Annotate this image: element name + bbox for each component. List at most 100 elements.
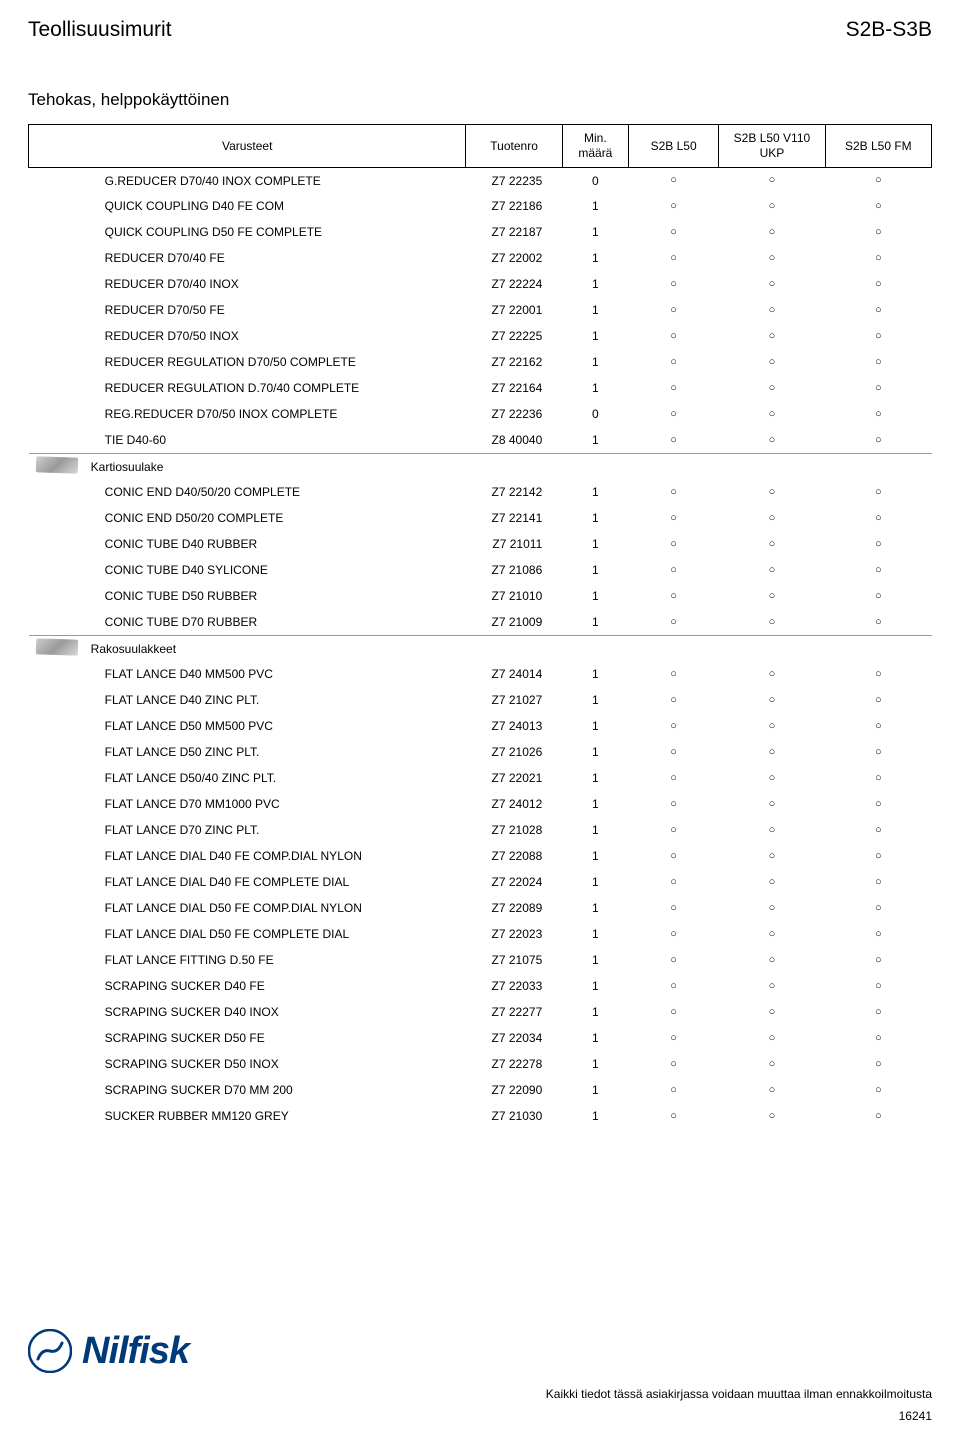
- row-mark: ○: [628, 532, 718, 558]
- group-label: Kartiosuulake: [85, 454, 932, 480]
- row-name: FLAT LANCE D70 MM1000 PVC: [85, 792, 466, 818]
- row-name: REDUCER D70/50 FE: [85, 298, 466, 324]
- row-name: CONIC TUBE D70 RUBBER: [85, 610, 466, 636]
- row-mark: ○: [825, 922, 931, 948]
- row-prod: Z7 22024: [466, 870, 562, 896]
- table-row: CONIC END D40/50/20 COMPLETEZ7 221421○○○: [29, 480, 932, 506]
- logo-text: Nilfisk: [82, 1330, 189, 1373]
- row-min: 1: [562, 688, 628, 714]
- row-icon-cell: [29, 480, 85, 506]
- row-mark: ○: [825, 272, 931, 298]
- row-mark: ○: [719, 350, 825, 376]
- row-prod: Z7 22162: [466, 350, 562, 376]
- row-min: 1: [562, 896, 628, 922]
- row-min: 1: [562, 324, 628, 350]
- footer-note-row: Kaikki tiedot tässä asiakirjassa voidaan…: [28, 1387, 932, 1423]
- row-prod: Z7 22141: [466, 506, 562, 532]
- row-mark: ○: [825, 220, 931, 246]
- row-mark: ○: [719, 246, 825, 272]
- row-icon-cell: [29, 324, 85, 350]
- row-mark: ○: [825, 714, 931, 740]
- row-name: REDUCER D70/40 INOX: [85, 272, 466, 298]
- row-icon-cell: [29, 298, 85, 324]
- row-mark: ○: [719, 844, 825, 870]
- row-mark: ○: [719, 584, 825, 610]
- row-min: 1: [562, 948, 628, 974]
- row-name: FLAT LANCE DIAL D50 FE COMP.DIAL NYLON: [85, 896, 466, 922]
- row-min: 1: [562, 870, 628, 896]
- row-name: QUICK COUPLING D50 FE COMPLETE: [85, 220, 466, 246]
- row-prod: Z7 22001: [466, 298, 562, 324]
- table-row: FLAT LANCE D70 MM1000 PVCZ7 240121○○○: [29, 792, 932, 818]
- row-prod: Z7 22089: [466, 896, 562, 922]
- col-s1: S2B L50: [628, 125, 718, 168]
- row-icon-cell: [29, 818, 85, 844]
- row-mark: ○: [628, 688, 718, 714]
- row-mark: ○: [628, 324, 718, 350]
- table-row: TIE D40-60Z8 400401○○○: [29, 428, 932, 454]
- table-row: FLAT LANCE FITTING D.50 FEZ7 210751○○○: [29, 948, 932, 974]
- row-icon-cell: [29, 844, 85, 870]
- table-row: REDUCER D70/50 INOXZ7 222251○○○: [29, 324, 932, 350]
- row-prod: Z7 21027: [466, 688, 562, 714]
- row-mark: ○: [628, 272, 718, 298]
- row-mark: ○: [628, 194, 718, 220]
- table-row: SCRAPING SUCKER D70 MM 200Z7 220901○○○: [29, 1078, 932, 1104]
- row-name: FLAT LANCE D50/40 ZINC PLT.: [85, 766, 466, 792]
- row-prod: Z7 21026: [466, 740, 562, 766]
- row-mark: ○: [825, 532, 931, 558]
- row-min: 1: [562, 662, 628, 688]
- row-prod: Z7 21028: [466, 818, 562, 844]
- row-icon-cell: [29, 974, 85, 1000]
- table-row: CONIC END D50/20 COMPLETEZ7 221411○○○: [29, 506, 932, 532]
- row-name: CONIC TUBE D40 RUBBER: [85, 532, 466, 558]
- row-prod: Z7 22021: [466, 766, 562, 792]
- logo: Nilfisk: [28, 1329, 932, 1373]
- row-prod: Z7 21075: [466, 948, 562, 974]
- row-min: 1: [562, 974, 628, 1000]
- table-row: FLAT LANCE DIAL D40 FE COMPLETE DIALZ7 2…: [29, 870, 932, 896]
- row-mark: ○: [825, 948, 931, 974]
- row-name: SCRAPING SUCKER D40 INOX: [85, 1000, 466, 1026]
- table-row: FLAT LANCE D70 ZINC PLT.Z7 210281○○○: [29, 818, 932, 844]
- row-mark: ○: [825, 324, 931, 350]
- row-min: 1: [562, 480, 628, 506]
- row-mark: ○: [825, 194, 931, 220]
- table-row: FLAT LANCE DIAL D40 FE COMP.DIAL NYLONZ7…: [29, 844, 932, 870]
- row-min: 1: [562, 1026, 628, 1052]
- row-mark: ○: [719, 220, 825, 246]
- row-name: FLAT LANCE D70 ZINC PLT.: [85, 818, 466, 844]
- row-mark: ○: [825, 662, 931, 688]
- row-icon-cell: [29, 1104, 85, 1130]
- row-icon-cell: [29, 584, 85, 610]
- row-name: G.REDUCER D70/40 INOX COMPLETE: [85, 168, 466, 194]
- table-row: REDUCER D70/40 INOXZ7 222241○○○: [29, 272, 932, 298]
- row-prod: Z7 22002: [466, 246, 562, 272]
- row-prod: Z7 22034: [466, 1026, 562, 1052]
- row-name: QUICK COUPLING D40 FE COM: [85, 194, 466, 220]
- row-mark: ○: [825, 818, 931, 844]
- row-min: 1: [562, 220, 628, 246]
- row-icon-cell: [29, 948, 85, 974]
- table-row: SUCKER RUBBER MM120 GREYZ7 210301○○○: [29, 1104, 932, 1130]
- subtitle: Tehokas, helppokäyttöinen: [28, 90, 932, 110]
- row-mark: ○: [825, 168, 931, 194]
- row-name: FLAT LANCE D50 MM500 PVC: [85, 714, 466, 740]
- row-mark: ○: [825, 740, 931, 766]
- row-mark: ○: [719, 506, 825, 532]
- row-mark: ○: [825, 688, 931, 714]
- row-mark: ○: [628, 974, 718, 1000]
- table-row: G.REDUCER D70/40 INOX COMPLETEZ7 222350○…: [29, 168, 932, 194]
- row-icon-cell: [29, 532, 85, 558]
- row-name: FLAT LANCE DIAL D50 FE COMPLETE DIAL: [85, 922, 466, 948]
- row-mark: ○: [825, 1104, 931, 1130]
- row-mark: ○: [628, 844, 718, 870]
- table-row: REDUCER REGULATION D.70/40 COMPLETEZ7 22…: [29, 376, 932, 402]
- table-row: FLAT LANCE D40 MM500 PVCZ7 240141○○○: [29, 662, 932, 688]
- row-mark: ○: [825, 1052, 931, 1078]
- title-right: S2B-S3B: [846, 18, 932, 42]
- row-name: FLAT LANCE FITTING D.50 FE: [85, 948, 466, 974]
- row-mark: ○: [719, 298, 825, 324]
- row-mark: ○: [628, 1000, 718, 1026]
- table-body: G.REDUCER D70/40 INOX COMPLETEZ7 222350○…: [29, 168, 932, 1130]
